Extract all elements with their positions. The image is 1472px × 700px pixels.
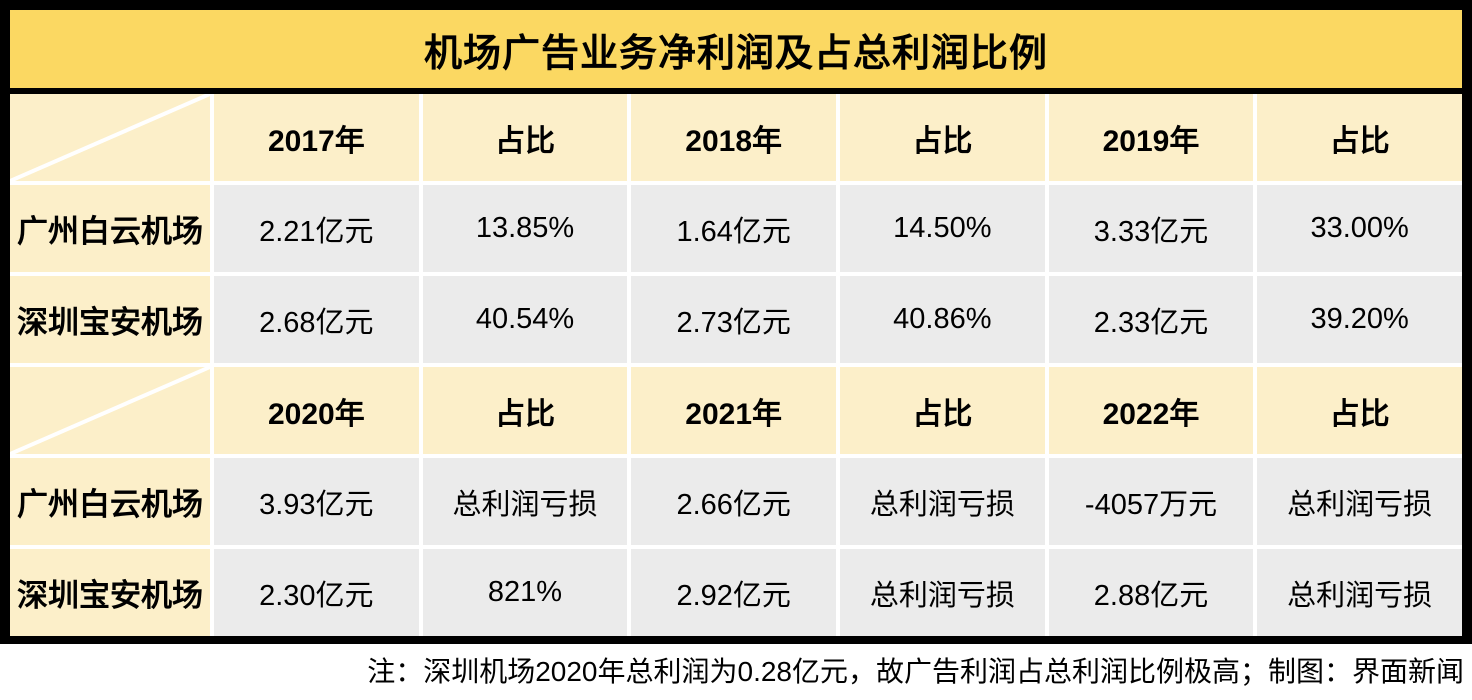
column-header: 2018年 [631,94,836,181]
table-cell: 总利润亏损 [1257,549,1462,636]
table-cell: 39.20% [1257,276,1462,363]
table-cell: 总利润亏损 [840,458,1045,545]
column-header: 2021年 [631,367,836,454]
diagonal-corner-cell [10,367,210,454]
row-label: 广州白云机场 [10,185,210,272]
column-header: 占比 [422,367,628,454]
row-label: 深圳宝安机场 [10,549,210,636]
column-header: 占比 [1257,367,1462,454]
diagonal-corner-cell [10,94,210,181]
table-cell: 2.73亿元 [631,276,836,363]
table-cell: 13.85% [422,185,628,272]
column-header: 占比 [840,94,1045,181]
table-cell: 1.64亿元 [631,185,836,272]
table-cell: 总利润亏损 [422,458,628,545]
table-cell: 14.50% [840,185,1045,272]
table-cell: 2.33亿元 [1048,276,1254,363]
row-label: 广州白云机场 [10,458,210,545]
data-table: 机场广告业务净利润及占总利润比例 2017年 占比 2018年 占比 2019年… [0,0,1472,644]
table-cell: 2.92亿元 [631,549,836,636]
table-cell: 2.30亿元 [214,549,419,636]
table-cell: 2.66亿元 [631,458,836,545]
diagonal-slash-icon [10,94,210,181]
footnote: 注：深圳机场2020年总利润为0.28亿元，故广告利润占总利润比例极高；制图：界… [367,656,1464,687]
table-cell: 3.33亿元 [1048,185,1254,272]
column-header: 占比 [422,94,628,181]
diagonal-slash-icon [10,367,210,454]
table-cell: 33.00% [1257,185,1462,272]
column-header: 2019年 [1048,94,1254,181]
table-cell: 2.88亿元 [1048,549,1254,636]
column-header: 2022年 [1048,367,1254,454]
row-label: 深圳宝安机场 [10,276,210,363]
column-header: 占比 [840,367,1045,454]
table-cell: 2.21亿元 [214,185,419,272]
table-cell: 821% [422,549,628,636]
table-cell: 总利润亏损 [840,549,1045,636]
table-grid: 2017年 占比 2018年 占比 2019年 占比 广州白云机场 2.21亿元… [10,94,1462,636]
table-cell: 总利润亏损 [1257,458,1462,545]
table-title: 机场广告业务净利润及占总利润比例 [10,10,1462,94]
column-header: 2020年 [214,367,419,454]
table-cell: 3.93亿元 [214,458,419,545]
table-cell: 40.86% [840,276,1045,363]
table-cell: 2.68亿元 [214,276,419,363]
table-cell: -4057万元 [1048,458,1254,545]
table-cell: 40.54% [422,276,628,363]
column-header: 2017年 [214,94,419,181]
column-header: 占比 [1257,94,1462,181]
